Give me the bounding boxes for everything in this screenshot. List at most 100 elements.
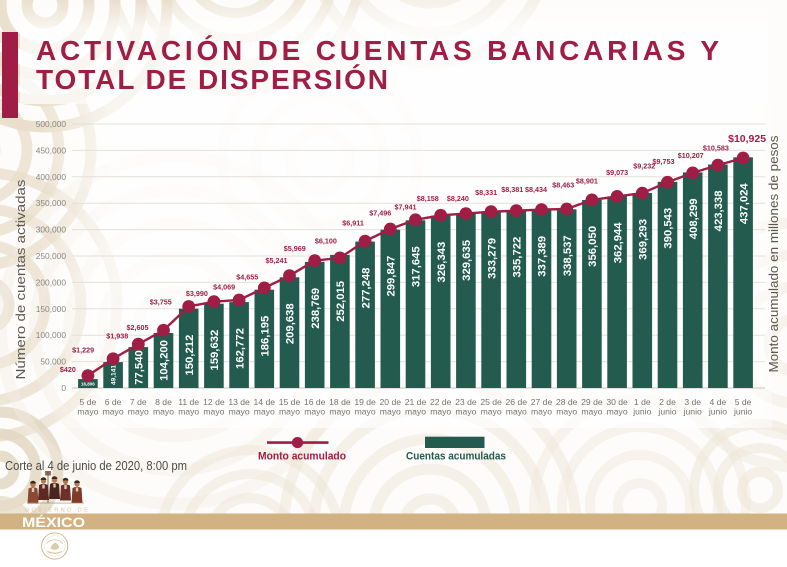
svg-text:104,200: 104,200 xyxy=(159,340,171,381)
svg-text:TOTAL DE DISPERSIÓN: TOTAL DE DISPERSIÓN xyxy=(36,64,388,95)
svg-text:$4,069: $4,069 xyxy=(213,283,235,292)
svg-text:23 de: 23 de xyxy=(455,397,477,407)
svg-text:mayo: mayo xyxy=(128,407,149,417)
svg-text:12 de: 12 de xyxy=(203,397,225,407)
svg-text:326,343: 326,343 xyxy=(436,242,448,283)
svg-text:$3,990: $3,990 xyxy=(186,289,208,298)
svg-text:408,299: 408,299 xyxy=(688,198,700,239)
svg-text:14 de: 14 de xyxy=(254,397,276,407)
svg-text:mayo: mayo xyxy=(279,407,300,417)
svg-text:$9,232: $9,232 xyxy=(633,162,655,171)
svg-text:329,635: 329,635 xyxy=(461,240,473,281)
svg-text:Número de cuentas activadas: Número de cuentas activadas xyxy=(13,179,28,379)
svg-text:$8,381: $8,381 xyxy=(501,185,523,194)
svg-text:$10,583: $10,583 xyxy=(703,144,729,153)
svg-text:49,141: 49,141 xyxy=(110,365,117,385)
svg-text:junio: junio xyxy=(632,407,651,417)
svg-text:250,000: 250,000 xyxy=(36,251,67,261)
svg-text:333,279: 333,279 xyxy=(486,238,498,279)
svg-text:mayo: mayo xyxy=(77,407,98,417)
svg-text:77,540: 77,540 xyxy=(134,350,146,385)
svg-text:junio: junio xyxy=(708,407,727,417)
svg-text:18 de: 18 de xyxy=(329,397,351,407)
svg-text:mayo: mayo xyxy=(481,407,502,417)
svg-text:150,212: 150,212 xyxy=(184,335,196,376)
svg-text:22 de: 22 de xyxy=(430,397,452,407)
svg-text:$6,100: $6,100 xyxy=(315,236,337,245)
svg-text:338,537: 338,537 xyxy=(562,235,574,276)
svg-text:162,772: 162,772 xyxy=(234,328,246,369)
svg-text:26 de: 26 de xyxy=(506,397,528,407)
svg-text:$7,496: $7,496 xyxy=(369,209,391,218)
svg-text:423,338: 423,338 xyxy=(713,191,725,232)
svg-text:19 de: 19 de xyxy=(354,397,376,407)
svg-text:8 de: 8 de xyxy=(155,397,172,407)
svg-text:50,000: 50,000 xyxy=(40,357,66,367)
svg-text:15 de: 15 de xyxy=(279,397,301,407)
svg-text:$420: $420 xyxy=(60,365,76,374)
svg-text:337,389: 337,389 xyxy=(537,236,549,277)
svg-text:Cuentas acumuladas: Cuentas acumuladas xyxy=(406,451,506,463)
svg-text:Monto acumulado en millones de: Monto acumulado en millones de pesos xyxy=(766,135,781,372)
svg-text:356,050: 356,050 xyxy=(587,226,599,267)
svg-text:317,645: 317,645 xyxy=(411,246,423,287)
svg-text:1 de: 1 de xyxy=(634,397,651,407)
svg-text:27 de: 27 de xyxy=(531,397,553,407)
svg-text:mayo: mayo xyxy=(455,407,476,417)
svg-text:mayo: mayo xyxy=(405,407,426,417)
svg-text:ACTIVACIÓN DE CUENTAS BANCARIA: ACTIVACIÓN DE CUENTAS BANCARIAS Y xyxy=(36,35,719,66)
svg-text:0: 0 xyxy=(61,383,66,393)
svg-text:mayo: mayo xyxy=(254,407,275,417)
svg-text:junio: junio xyxy=(657,407,676,417)
svg-text:11 de: 11 de xyxy=(178,397,199,407)
svg-text:500,000: 500,000 xyxy=(36,119,67,129)
svg-text:$8,158: $8,158 xyxy=(417,194,439,203)
svg-text:$4,655: $4,655 xyxy=(236,272,258,281)
svg-text:mayo: mayo xyxy=(556,407,577,417)
svg-text:mayo: mayo xyxy=(506,407,527,417)
svg-text:mayo: mayo xyxy=(430,407,451,417)
svg-text:350,000: 350,000 xyxy=(36,198,67,208)
svg-text:mayo: mayo xyxy=(607,407,628,417)
svg-text:mayo: mayo xyxy=(355,407,376,417)
svg-text:$1,229: $1,229 xyxy=(72,345,94,354)
svg-text:$2,605: $2,605 xyxy=(127,323,149,332)
svg-text:$9,753: $9,753 xyxy=(653,157,675,166)
svg-text:450,000: 450,000 xyxy=(36,145,67,155)
svg-text:4 de: 4 de xyxy=(710,397,727,407)
svg-text:mayo: mayo xyxy=(380,407,401,417)
svg-text:$8,463: $8,463 xyxy=(552,181,574,190)
svg-text:3 de: 3 de xyxy=(684,397,701,407)
svg-text:16 de: 16 de xyxy=(304,397,326,407)
svg-text:mayo: mayo xyxy=(229,407,250,417)
svg-text:200,000: 200,000 xyxy=(36,277,67,287)
svg-text:mayo: mayo xyxy=(531,407,552,417)
svg-text:238,769: 238,769 xyxy=(310,288,322,329)
svg-text:mayo: mayo xyxy=(581,407,602,417)
svg-text:2 de: 2 de xyxy=(659,397,676,407)
svg-text:junio: junio xyxy=(733,407,752,417)
svg-text:mayo: mayo xyxy=(178,407,199,417)
svg-text:29 de: 29 de xyxy=(581,397,603,407)
svg-text:6 de: 6 de xyxy=(105,397,122,407)
svg-text:186,195: 186,195 xyxy=(260,316,272,357)
svg-text:$8,331: $8,331 xyxy=(475,188,497,197)
svg-text:335,722: 335,722 xyxy=(512,237,524,278)
svg-text:369,293: 369,293 xyxy=(638,219,650,260)
svg-text:$5,969: $5,969 xyxy=(284,244,306,253)
svg-text:GOBIERNO DE: GOBIERNO DE xyxy=(25,508,90,514)
svg-text:5 de: 5 de xyxy=(80,397,97,407)
svg-text:$8,434: $8,434 xyxy=(525,185,547,194)
svg-text:100,000: 100,000 xyxy=(36,330,67,340)
svg-text:28 de: 28 de xyxy=(556,397,578,407)
svg-text:Corte al 4 de junio de 2020, 8: Corte al 4 de junio de 2020, 8:00 pm xyxy=(5,459,187,473)
svg-text:$10,207: $10,207 xyxy=(678,151,704,160)
svg-text:400,000: 400,000 xyxy=(36,172,67,182)
svg-text:mayo: mayo xyxy=(329,407,350,417)
svg-text:299,847: 299,847 xyxy=(386,256,398,297)
svg-text:300,000: 300,000 xyxy=(36,225,67,235)
svg-text:209,638: 209,638 xyxy=(285,303,297,344)
svg-text:390,543: 390,543 xyxy=(663,208,675,249)
svg-text:$6,911: $6,911 xyxy=(342,219,364,228)
svg-text:junio: junio xyxy=(683,407,702,417)
